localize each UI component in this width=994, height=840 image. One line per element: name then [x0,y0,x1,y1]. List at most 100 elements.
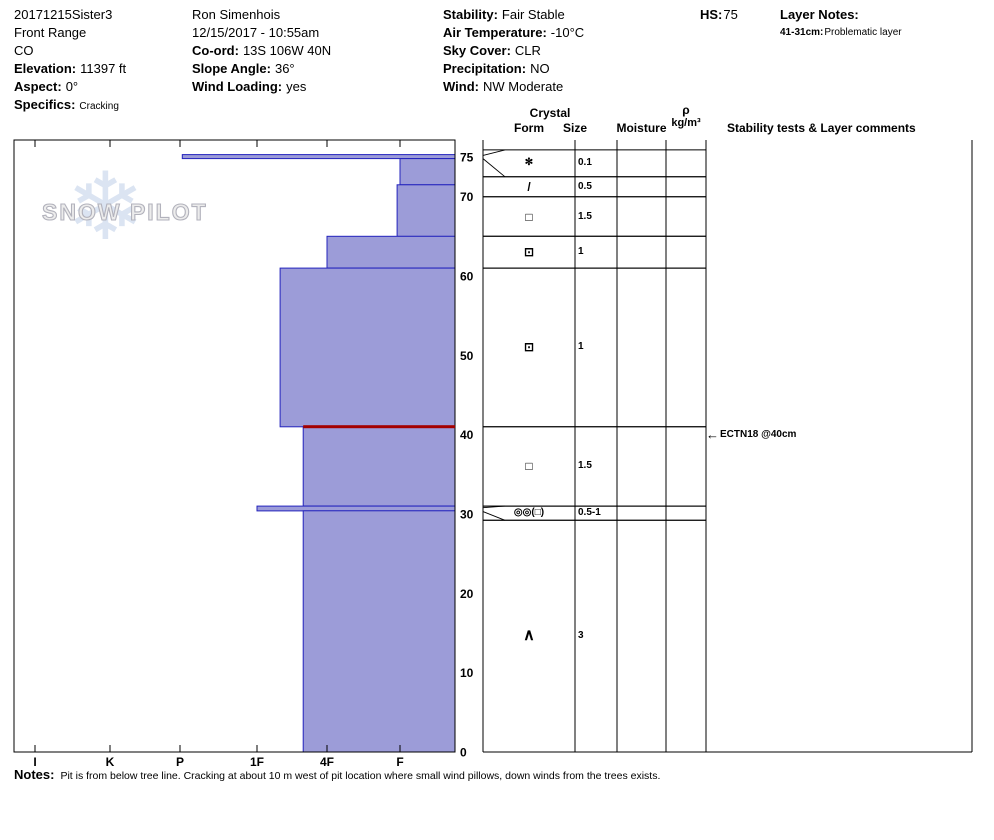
elevation-label: Elevation: [14,61,77,76]
stability-value: Fair Stable [501,7,565,22]
precipitation-label: Precipitation: [443,61,527,76]
observation-datetime: 12/15/2017 - 10:55am [192,25,320,40]
slope-angle-row: Slope Angle: 36° [192,60,331,78]
state: CO [14,43,34,58]
observer-name: Ron Simenhois [192,7,281,22]
hardness-tick-label: P [176,755,184,769]
stability-test-annotation: ← ECTN18 @40cm [706,426,797,442]
specifics-row: Specifics: Cracking [14,96,126,114]
precipitation-row: Precipitation: NO [443,60,584,78]
depth-tick-label: 50 [460,349,474,363]
layer-bar [302,510,456,753]
watermark-text: SNOW PILOT [41,198,208,225]
sky-cover-value: CLR [514,43,541,58]
header-layer-notes-column: Layer Notes: 41-31cm:Problematic layer [780,6,902,42]
layer-bar [396,184,456,237]
hardness-tick-label: 4F [320,755,334,769]
problem-layer-line [303,425,455,429]
wind-loading-value: yes [286,79,307,94]
wind-label: Wind: [443,79,479,94]
hs-row: HS:75 [700,6,738,24]
header-observer-column: Ron Simenhois 12/15/2017 - 10:55am Co-or… [192,6,331,96]
grain-size-value: 3 [578,630,584,642]
chart-frame [13,139,456,753]
thin-layer-connector [482,511,506,521]
notes-label: Notes: [14,767,55,782]
grain-form-symbol: ◎◎(□) [513,507,545,519]
layer-bar [181,154,456,160]
grain-size-value: 1 [578,341,584,353]
layer-bar [399,158,456,186]
thin-layer-connector [482,149,506,156]
stability-test-result: ECTN18 @40cm [720,429,797,441]
wind-value: NW Moderate [482,79,564,94]
depth-tick-label: 20 [460,587,474,601]
column-header-size: Size [562,121,587,135]
hardness-tick-label: 1F [250,755,264,769]
depth-tick-label: 10 [460,666,474,680]
depth-tick-label: 75 [460,151,474,165]
stability-label: Stability: [443,7,498,22]
header-hs-column: HS:75 [700,6,738,24]
layer-note-row: 41-31cm:Problematic layer [780,24,902,42]
aspect-label: Aspect: [14,79,62,94]
layer-note-text: Problematic layer [824,27,902,38]
specifics-value: Cracking [79,101,119,112]
aspect-row: Aspect: 0° [14,78,126,96]
wind-row: Wind: NW Moderate [443,78,584,96]
layer-bar [302,426,456,507]
left-arrow-icon: ← [706,426,719,442]
layer-bar [279,267,456,428]
grain-form-symbol: ⊡ [523,340,535,355]
header-location-column: 20171215Sister3 Front Range CO Elevation… [14,6,126,114]
sky-cover-row: Sky Cover: CLR [443,42,584,60]
mountain-range: Front Range [14,25,87,40]
layer-note-range: 41-31cm: [780,27,824,38]
column-header-crystal: Crystal [529,106,571,120]
hardness-tick-label: I [33,755,36,769]
grain-size-value: 0.5 [578,180,592,192]
pit-name: 20171215Sister3 [14,7,113,22]
depth-tick-label: 0 [460,746,467,760]
stability-row: Stability: Fair Stable [443,6,584,24]
layer-bar [326,235,456,269]
depth-tick-label: 30 [460,508,474,522]
coord-value: 13S 106W 40N [242,43,332,58]
grain-form-symbol: □ [525,209,533,224]
slope-angle-value: 36° [274,61,295,76]
elevation-row: Elevation: 11397 ft [14,60,126,78]
grain-form-symbol: ✻ [524,157,534,169]
header-conditions-column: Stability: Fair Stable Air Temperature: -1… [443,6,584,96]
wind-loading-row: Wind Loading: yes [192,78,331,96]
depth-tick-label: 70 [460,190,474,204]
grain-size-value: 1.5 [578,210,592,222]
column-header-comments: Stability tests & Layer comments [727,121,916,135]
air-temp-row: Air Temperature: -10°C [443,24,584,42]
layer-bar [256,505,456,512]
thin-layer-connector [482,158,506,178]
hs-label: HS: [700,7,723,22]
column-header-density-units: kg/m³ [671,117,701,129]
column-header-moisture: Moisture [616,121,667,135]
notes-text: Pit is from below tree line. Cracking at… [60,770,661,782]
column-header-density-symbol: ρ [682,103,690,117]
grain-size-value: 0.1 [578,157,592,169]
air-temp-value: -10°C [550,25,585,40]
air-temp-label: Air Temperature: [443,25,547,40]
notes-row: Notes: Pit is from below tree line. Crac… [14,767,660,782]
grain-form-symbol: / [527,179,531,194]
column-header-form: Form [514,121,544,135]
grain-size-value: 0.5-1 [578,507,601,519]
elevation-value: 11397 ft [80,61,127,76]
hs-value: 75 [723,7,738,22]
grain-form-symbol: ∧ [523,627,535,645]
grain-size-value: 1.5 [578,460,592,472]
specifics-label: Specifics: [14,97,76,112]
layer-notes-title: Layer Notes: [780,7,859,22]
hardness-tick-label: K [106,755,115,769]
snowflake-icon: ❄ [66,154,145,259]
aspect-value: 0° [65,79,79,94]
depth-tick-label: 60 [460,270,474,284]
precipitation-value: NO [530,61,550,76]
